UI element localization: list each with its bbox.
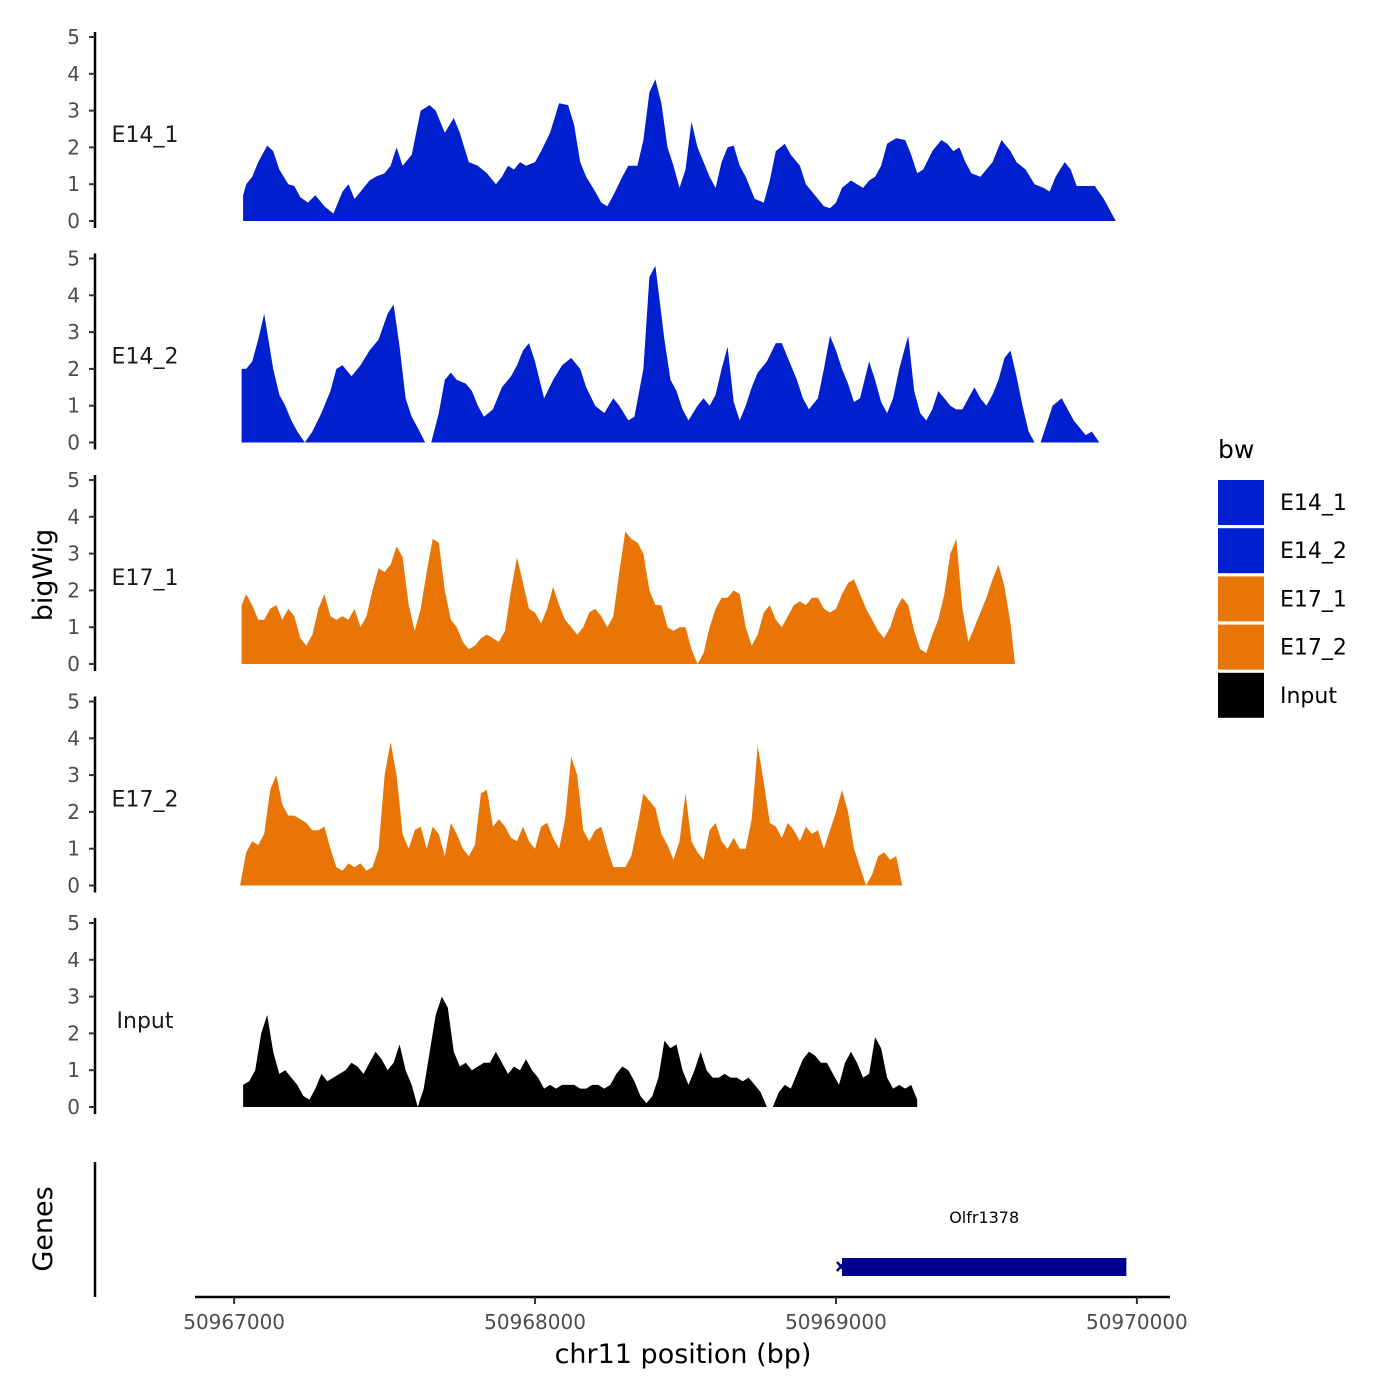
track-input-label: Input (117, 1009, 174, 1034)
y-tick-label: 2 (67, 1021, 80, 1045)
y-tick-label: 5 (67, 247, 80, 271)
gene-body (841, 1258, 1127, 1276)
track-e17-1-label: E17_1 (112, 566, 179, 591)
x-axis-ticks: 50967000 50968000 50969000 50970000 (183, 1297, 1188, 1334)
y-tick-label: 3 (67, 763, 80, 787)
y-tick-label: 3 (67, 985, 80, 1009)
x-tick-label: 50970000 (1086, 1310, 1188, 1334)
track-e17-2: 0 1 2 3 4 5 E17_2 (67, 690, 903, 898)
y-tick-label: 0 (67, 652, 80, 676)
track-e17-2-label: E17_2 (112, 788, 179, 813)
y-tick-label: 0 (67, 431, 80, 455)
legend-label: Input (1280, 684, 1337, 709)
track-e14-2-signal (241, 265, 1100, 443)
legend-title: bw (1218, 435, 1254, 464)
y-tick-label: 2 (67, 800, 80, 824)
legend-item-e17-2: E17_2 (1218, 624, 1347, 670)
y-tick-label: 4 (67, 948, 80, 972)
legend-item-e14-1: E14_1 (1218, 480, 1347, 525)
legend-item-input: Input (1218, 672, 1337, 718)
legend-swatch (1218, 624, 1264, 670)
y-tick-label: 3 (67, 542, 80, 566)
y-tick-label: 5 (67, 468, 80, 492)
y-tick-label: 2 (67, 357, 80, 381)
y-tick-label: 3 (67, 320, 80, 344)
x-tick-label: 50967000 (183, 1310, 285, 1334)
legend-label: E17_2 (1280, 636, 1347, 661)
y-tick-label: 4 (67, 62, 80, 86)
legend-swatch (1218, 672, 1264, 718)
legend-swatch (1218, 480, 1264, 525)
gene-strand-icon (836, 1261, 846, 1272)
track-input: 0 1 2 3 4 5 Input (67, 911, 918, 1119)
y-tick-label: 1 (67, 394, 80, 418)
track-e17-1-signal (241, 531, 1016, 664)
y-tick-label: 0 (67, 209, 80, 233)
x-axis-title: chr11 position (bp) (555, 1339, 812, 1370)
track-e14-1: 0 1 2 3 4 5 E14_1 (67, 25, 1116, 233)
track-e14-1-signal (243, 79, 1116, 221)
y-tick-label: 1 (67, 1058, 80, 1082)
legend-label: E17_1 (1280, 587, 1347, 612)
x-tick-label: 50968000 (484, 1310, 586, 1334)
legend: bw E14_1 E14_2 E17_1 E17_2 Input (1218, 435, 1347, 718)
signal-tracks: 0 1 2 3 4 5 E14_1 0 1 2 3 4 5 E14_2 0 1 2 3 4 5 E17_1 0 1 2 3 4 5 E… (67, 25, 1116, 1119)
legend-label: E14_2 (1280, 539, 1347, 564)
y-tick-label: 2 (67, 578, 80, 602)
legend-item-e14-2: E14_2 (1218, 528, 1347, 574)
y-tick-label: 5 (67, 690, 80, 714)
legend-label: E14_1 (1280, 491, 1347, 516)
track-e14-2: 0 1 2 3 4 5 E14_2 (67, 247, 1100, 455)
genes-layer: Olfr1378 (836, 1208, 1127, 1276)
legend-swatch (1218, 528, 1264, 574)
y-tick-label: 3 (67, 99, 80, 123)
y-tick-label: 4 (67, 726, 80, 750)
y-tick-label: 5 (67, 911, 80, 935)
y-tick-label: 0 (67, 874, 80, 898)
genes-track: Genes Olfr1378 (28, 1162, 1127, 1297)
legend-swatch (1218, 576, 1264, 622)
y-axis-title: bigWig (28, 529, 59, 622)
y-tick-label: 1 (67, 172, 80, 196)
y-tick-label: 1 (67, 615, 80, 639)
track-e17-1: 0 1 2 3 4 5 E17_1 (67, 468, 1016, 676)
legend-items: E14_1 E14_2 E17_1 E17_2 Input (1218, 480, 1347, 718)
track-e17-2-signal (240, 742, 903, 886)
track-e14-2-label: E14_2 (112, 345, 179, 370)
y-tick-label: 2 (67, 135, 80, 159)
x-axis: 50967000 50968000 50969000 50970000 chr11 p… (183, 1295, 1188, 1370)
track-e14-1-label: E14_1 (112, 123, 179, 148)
y-tick-label: 4 (67, 283, 80, 307)
y-tick-label: 5 (67, 25, 80, 49)
track-input-signal (243, 996, 918, 1107)
gene-label: Olfr1378 (949, 1208, 1019, 1227)
y-tick-label: 1 (67, 837, 80, 861)
y-tick-label: 4 (67, 505, 80, 529)
x-tick-label: 50969000 (785, 1310, 887, 1334)
legend-item-e17-1: E17_1 (1218, 576, 1347, 622)
y-tick-label: 0 (67, 1095, 80, 1119)
genes-track-title: Genes (28, 1186, 59, 1271)
